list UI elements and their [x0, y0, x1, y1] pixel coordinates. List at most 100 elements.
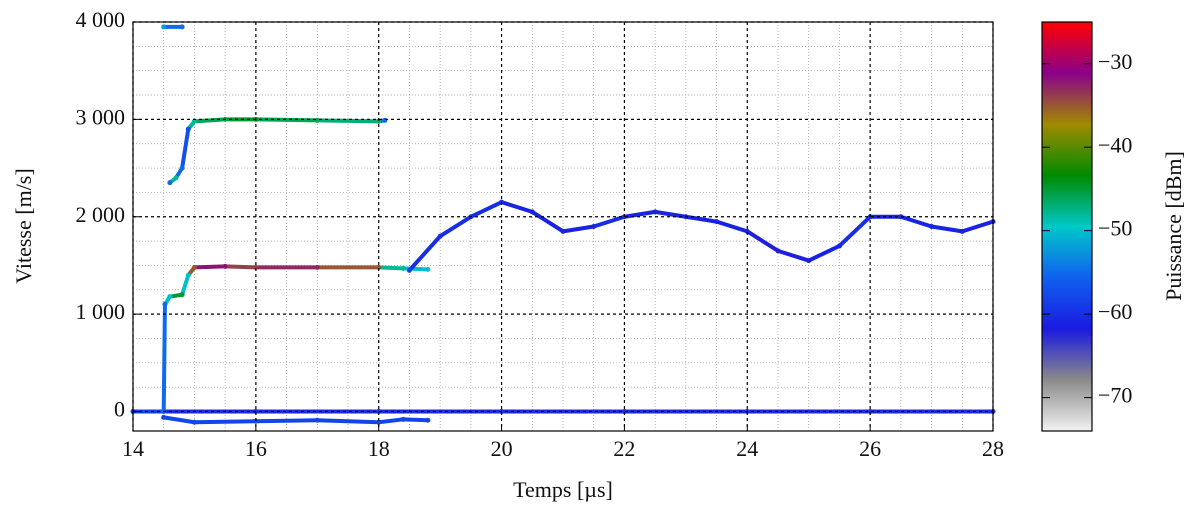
trace-segment — [192, 117, 228, 124]
y-tick-label: 1 000 — [76, 299, 126, 324]
trace-segment — [180, 127, 191, 171]
trace-point — [775, 248, 781, 254]
x-tick-label: 16 — [245, 436, 267, 461]
trace-segment — [401, 266, 430, 272]
trace-segment — [714, 219, 750, 234]
y-tick-label: 2 000 — [76, 202, 126, 227]
trace-segment — [161, 302, 167, 414]
trace-point — [161, 24, 167, 30]
trace-segment — [180, 273, 191, 297]
trace-point — [376, 118, 382, 124]
trace-segment — [223, 264, 258, 270]
x-tick-label: 18 — [368, 436, 390, 461]
x-tick-label: 22 — [613, 436, 635, 461]
trace-segment — [401, 417, 430, 423]
trace-point — [314, 417, 320, 423]
trace-point — [591, 224, 597, 229]
trace-point — [400, 416, 406, 422]
trace-segment — [806, 243, 842, 263]
trace-segment — [468, 200, 504, 219]
colorbar — [1041, 21, 1093, 432]
x-tick-label: 20 — [491, 436, 513, 461]
trace-point — [222, 263, 228, 269]
trace-point — [621, 409, 627, 415]
trace-point — [959, 228, 965, 234]
trace-segment — [315, 418, 381, 425]
trace-point — [179, 292, 185, 298]
trace-point — [191, 118, 197, 124]
trace-point — [406, 267, 412, 273]
trace-point — [167, 180, 173, 186]
trace-point — [714, 219, 720, 225]
trace-point — [929, 224, 935, 229]
trace-point — [400, 265, 406, 271]
trace-segment — [438, 214, 473, 239]
x-tick-label: 24 — [736, 436, 758, 461]
trace-segment — [192, 419, 258, 425]
x-tick-label: 14 — [122, 436, 144, 461]
trace-segment — [591, 214, 627, 229]
colorbar-tick-label: −40 — [1098, 132, 1132, 157]
trace-point — [185, 126, 191, 132]
trace-point — [744, 228, 750, 234]
y-axis-label: Vitesse [m/s] — [11, 168, 36, 283]
trace-point — [162, 301, 168, 307]
trace-segment — [315, 118, 381, 124]
trace-point — [836, 243, 842, 249]
trace-point — [253, 264, 259, 270]
y-tick-label: 4 000 — [76, 7, 126, 32]
trace-point — [437, 233, 443, 239]
trace-point — [161, 414, 167, 420]
trace-point — [529, 209, 535, 215]
trace-point — [191, 419, 197, 425]
trace-point — [173, 175, 179, 181]
colorbar-tick-label: −50 — [1098, 216, 1132, 241]
trace-point — [376, 419, 382, 425]
plot-frame — [132, 21, 994, 432]
trace-point — [185, 272, 191, 278]
trace-segment — [161, 415, 197, 425]
colorbar-tick-label: −30 — [1098, 49, 1132, 74]
trace-segment — [837, 214, 873, 248]
trace-segment — [376, 265, 406, 271]
trace-point — [314, 117, 320, 123]
trace-point — [376, 409, 382, 415]
y-tick-label: 3 000 — [76, 104, 126, 129]
trace-segment — [192, 264, 228, 270]
trace-point — [191, 264, 197, 270]
trace-segment — [653, 209, 688, 219]
trace-segment — [960, 219, 995, 234]
x-tick-label: 28 — [982, 436, 1004, 461]
colorbar-tick-label: −60 — [1098, 299, 1132, 324]
trace-point — [382, 117, 388, 123]
trace-segment — [407, 234, 443, 273]
trace-segment — [253, 418, 320, 424]
trace-segment — [745, 229, 780, 253]
trace-point — [179, 24, 185, 30]
trace-point — [652, 209, 658, 215]
trace-point — [425, 266, 431, 272]
colorbar-label: Puissance [dBm] — [1161, 151, 1186, 301]
trace-point — [376, 264, 382, 270]
trace-point — [867, 409, 873, 415]
trace-segment — [898, 214, 934, 229]
trace-segment — [929, 224, 965, 234]
y-tick-label: 0 — [114, 397, 125, 422]
x-tick-label: 26 — [859, 436, 881, 461]
trace-point — [898, 214, 904, 220]
trace-point — [425, 417, 431, 423]
trace-point — [179, 165, 185, 171]
trace-segment — [622, 209, 658, 219]
trace-segment — [561, 224, 596, 234]
trace-segment — [776, 248, 811, 263]
trace-point — [806, 258, 812, 264]
trace-point — [314, 264, 320, 270]
trace-segment — [683, 214, 719, 224]
colorbar-tick-label: −70 — [1098, 383, 1132, 408]
trace-segment — [499, 200, 535, 214]
trace-segment — [376, 417, 406, 425]
trace-point — [253, 418, 259, 424]
trace-segment — [530, 209, 565, 234]
x-axis-label: Temps [µs] — [513, 477, 613, 502]
